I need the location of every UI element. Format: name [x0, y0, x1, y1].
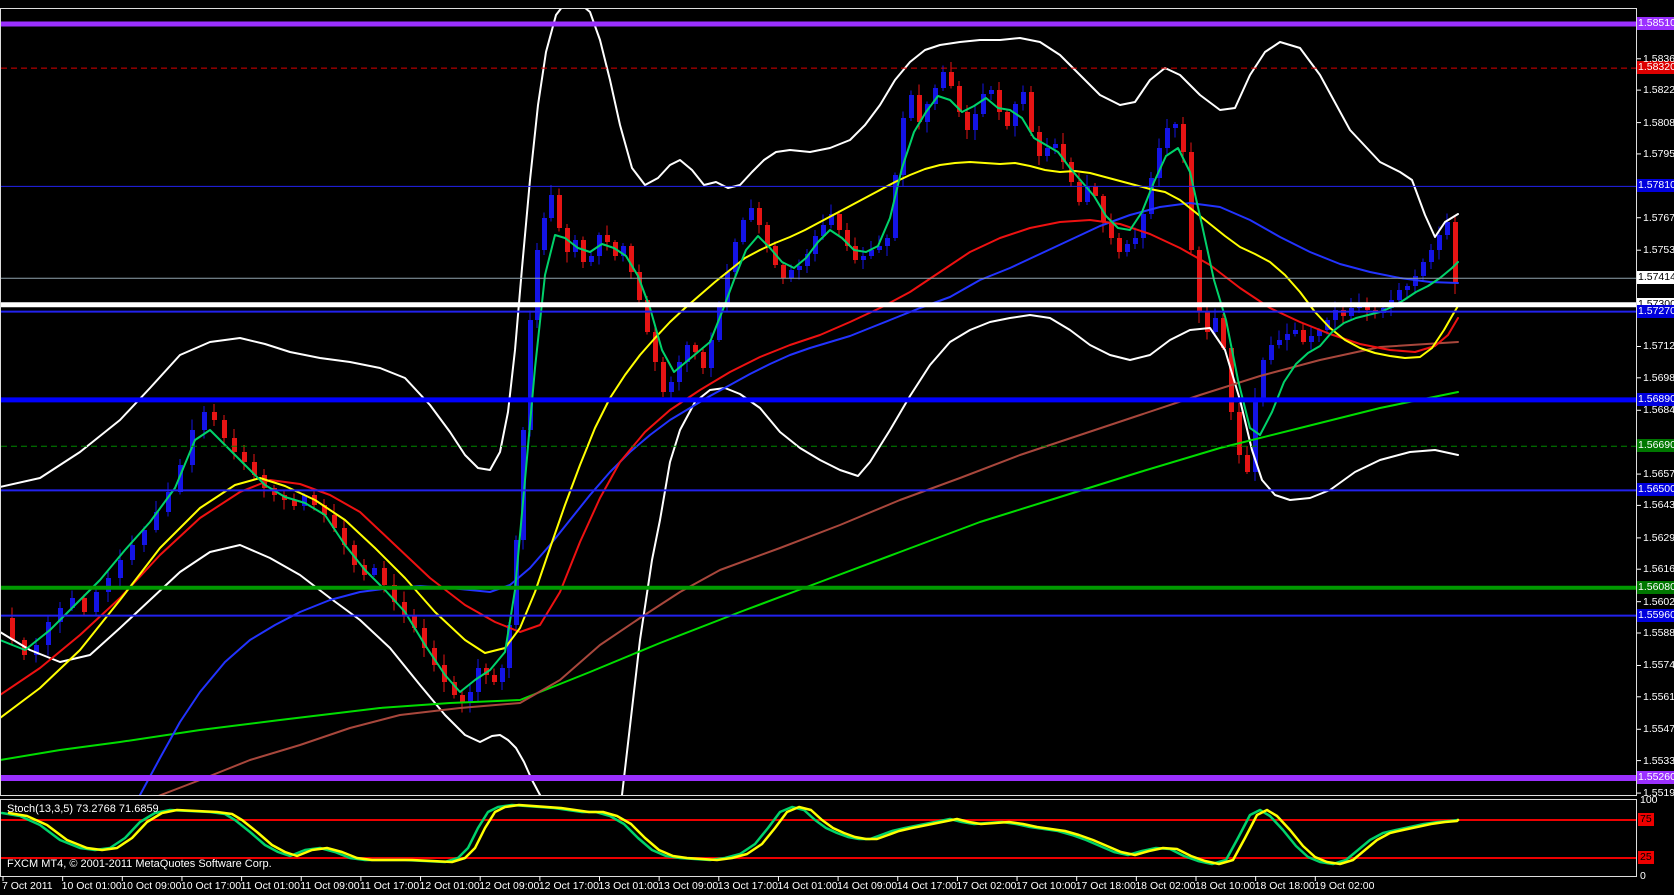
time-label: 12 Oct 01:00: [419, 880, 480, 892]
time-label: 14 Oct 09:00: [837, 880, 898, 892]
stoch-level-label: 25: [1638, 851, 1654, 864]
time-label: 13 Oct 09:00: [658, 880, 719, 892]
price-level-tag: 1.56690: [1637, 439, 1674, 453]
price-level-tag: 1.56890: [1637, 392, 1674, 406]
price-level-tag: 1.55260: [1637, 771, 1674, 784]
price-tick-label: 1.56020: [1643, 595, 1674, 608]
stoch-level-label: 100: [1640, 794, 1658, 806]
price-level-tag: 1.56080: [1637, 580, 1674, 594]
bollinger-upper-line: [1, 9, 1459, 488]
price-tick-label: 1.56845: [1643, 404, 1674, 417]
price-tick-label: 1.57675: [1643, 211, 1674, 224]
stoch-main-line: [1, 803, 1460, 866]
time-label: 11 Oct 17:00: [359, 880, 420, 892]
time-label: 7 Oct 2011: [2, 880, 53, 892]
stoch-signal-line: [7, 803, 1460, 866]
price-tick-label: 1.58360: [1643, 52, 1674, 65]
ma-blue-line: [139, 202, 1459, 795]
time-label: 12 Oct 17:00: [538, 880, 599, 892]
time-label: 10 Oct 01:00: [61, 880, 122, 892]
price-tick-label: 1.58225: [1643, 84, 1674, 97]
copyright-text: FXCM MT4, © 2001-2011 MetaQuotes Softwar…: [7, 858, 272, 870]
price-tick-label: 1.58085: [1643, 116, 1674, 129]
price-tick-label: 1.57535: [1643, 244, 1674, 257]
ma-red-line: [1, 219, 1459, 696]
time-label: 14 Oct 01:00: [777, 880, 838, 892]
ma-green-fast-line: [1, 95, 1459, 693]
time-label: 10 Oct 09:00: [121, 880, 182, 892]
price-tick-label: 1.55610: [1643, 690, 1674, 703]
price-tick-label: 1.55470: [1643, 723, 1674, 736]
stoch-level-label: 75: [1638, 813, 1654, 826]
price-tick-label: 1.56985: [1643, 371, 1674, 384]
price-tick-label: 1.55745: [1643, 659, 1674, 672]
time-label: 18 Oct 10:00: [1195, 880, 1256, 892]
time-label: 19 Oct 02:00: [1314, 880, 1375, 892]
time-label: 12 Oct 09:00: [479, 880, 540, 892]
price-tick-label: 1.57950: [1643, 147, 1674, 160]
price-tick-label: 1.56570: [1643, 468, 1674, 481]
price-level-tag: 1.57270: [1637, 304, 1674, 318]
price-tick-label: 1.56435: [1643, 499, 1674, 512]
time-label: 14 Oct 17:00: [896, 880, 957, 892]
stochastic-layer: [1, 803, 1636, 866]
time-label: 11 Oct 09:00: [300, 880, 360, 892]
time-label: 13 Oct 17:00: [717, 880, 778, 892]
price-tick-label: 1.55335: [1643, 754, 1674, 767]
ma-brown-line: [158, 341, 1459, 795]
time-axis-ticks: [2, 876, 1316, 881]
ma-lime-slow-line: [1, 391, 1459, 761]
price-tick-label: 1.56295: [1643, 531, 1674, 544]
price-tick-label: 1.55195: [1643, 787, 1674, 800]
price-level-tag: 1.55960: [1637, 608, 1674, 622]
price-tick-label: 1.57120: [1643, 340, 1674, 353]
time-label: 17 Oct 10:00: [1016, 880, 1077, 892]
ma-yellow-line: [1, 161, 1459, 719]
stochastic-indicator-label: Stoch(13,3,5) 73.2768 71.6859: [7, 803, 159, 815]
price-tick-label: 1.56160: [1643, 563, 1674, 576]
price-tick-label: 1.55885: [1643, 627, 1674, 639]
time-label: 17 Oct 18:00: [1075, 880, 1136, 892]
time-label: 18 Oct 02:00: [1135, 880, 1196, 892]
current-price-tag: 1.57414: [1637, 271, 1674, 285]
time-label: 10 Oct 17:00: [180, 880, 242, 892]
time-label: 18 Oct 18:00: [1254, 880, 1315, 892]
price-level-tag: 1.57810: [1637, 179, 1674, 193]
price-axis-ticks: [1637, 58, 1641, 794]
price-level-tag: 1.58510: [1637, 17, 1674, 30]
panel-frames: [0, 8, 1637, 877]
price-levels-layer: [1, 21, 1636, 781]
time-label: 17 Oct 02:00: [956, 880, 1017, 892]
time-label: 11 Oct 01:00: [240, 880, 300, 892]
price-level-tag: 1.56500: [1637, 483, 1674, 497]
stoch-level-label: 0: [1640, 870, 1646, 882]
time-label: 13 Oct 01:00: [598, 880, 659, 892]
price-level-tag: 1.58320: [1637, 61, 1674, 75]
